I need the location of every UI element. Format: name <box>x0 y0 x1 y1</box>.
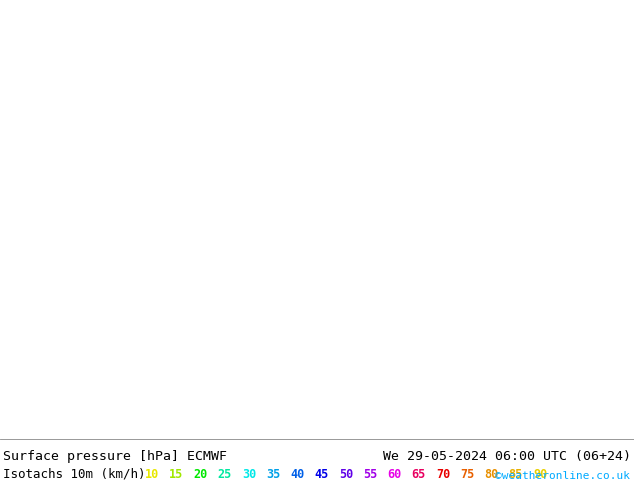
Text: 85: 85 <box>508 468 523 481</box>
Text: 75: 75 <box>460 468 474 481</box>
Text: 65: 65 <box>411 468 426 481</box>
Text: 70: 70 <box>436 468 450 481</box>
Text: 25: 25 <box>217 468 232 481</box>
Text: Isotachs 10m (km/h): Isotachs 10m (km/h) <box>3 468 145 481</box>
Text: 35: 35 <box>266 468 280 481</box>
Text: 80: 80 <box>484 468 498 481</box>
Text: We 29-05-2024 06:00 UTC (06+24): We 29-05-2024 06:00 UTC (06+24) <box>383 450 631 463</box>
Text: 15: 15 <box>169 468 183 481</box>
Text: 90: 90 <box>533 468 547 481</box>
Text: Surface pressure [hPa] ECMWF: Surface pressure [hPa] ECMWF <box>3 450 227 463</box>
Text: ©weatheronline.co.uk: ©weatheronline.co.uk <box>495 471 630 481</box>
Text: 60: 60 <box>387 468 401 481</box>
Text: 20: 20 <box>193 468 207 481</box>
Text: 30: 30 <box>242 468 256 481</box>
Text: 40: 40 <box>290 468 304 481</box>
Text: 10: 10 <box>145 468 159 481</box>
Text: 55: 55 <box>363 468 377 481</box>
Text: 45: 45 <box>314 468 329 481</box>
Text: 50: 50 <box>339 468 353 481</box>
